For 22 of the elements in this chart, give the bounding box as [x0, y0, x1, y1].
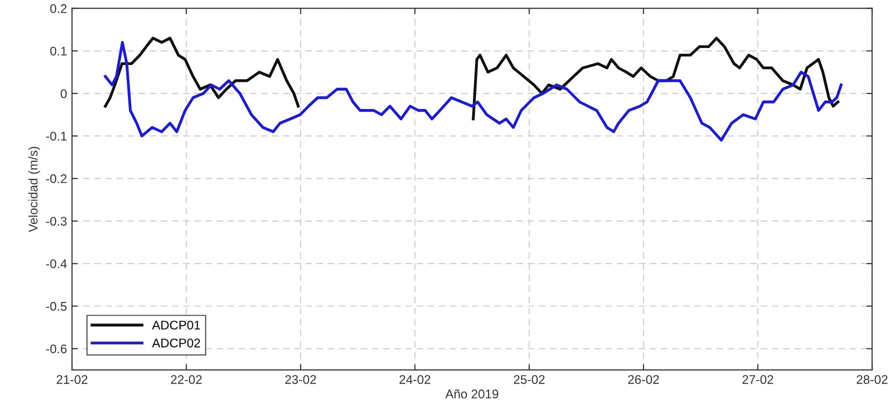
y-tick-label: 0.1: [50, 46, 67, 56]
x-tick-label: 27-02: [742, 375, 774, 384]
y-tick-label: -0.5: [46, 302, 67, 311]
x-tick-label: 21-02: [56, 375, 88, 384]
x-axis-title: Año 2019: [445, 389, 498, 398]
y-axis-title: Velocidad (m/s): [28, 146, 40, 232]
y-tick-label: -0.3: [46, 216, 67, 226]
line-series: [104, 41, 843, 142]
y-tick-label: -0.6: [46, 344, 67, 354]
y-tick-label: -0.2: [46, 174, 67, 184]
x-tick-label: 25-02: [514, 375, 545, 384]
x-tick-label: 23-02: [285, 375, 316, 384]
x-tick-label: 22-02: [170, 375, 202, 384]
y-tick-label: -0.4: [46, 259, 67, 268]
x-tick-label: 24-02: [400, 375, 430, 384]
x-tick-label: 26-02: [628, 375, 659, 384]
y-tick-label: 0.2: [50, 4, 67, 14]
x-tick-label: 28-02: [856, 375, 888, 384]
y-tick-label: -0.1: [46, 132, 67, 141]
y-tick-label: 0: [60, 89, 67, 98]
legend-label: ADCP01: [152, 320, 200, 330]
legend-label: ADCP02: [152, 338, 200, 348]
